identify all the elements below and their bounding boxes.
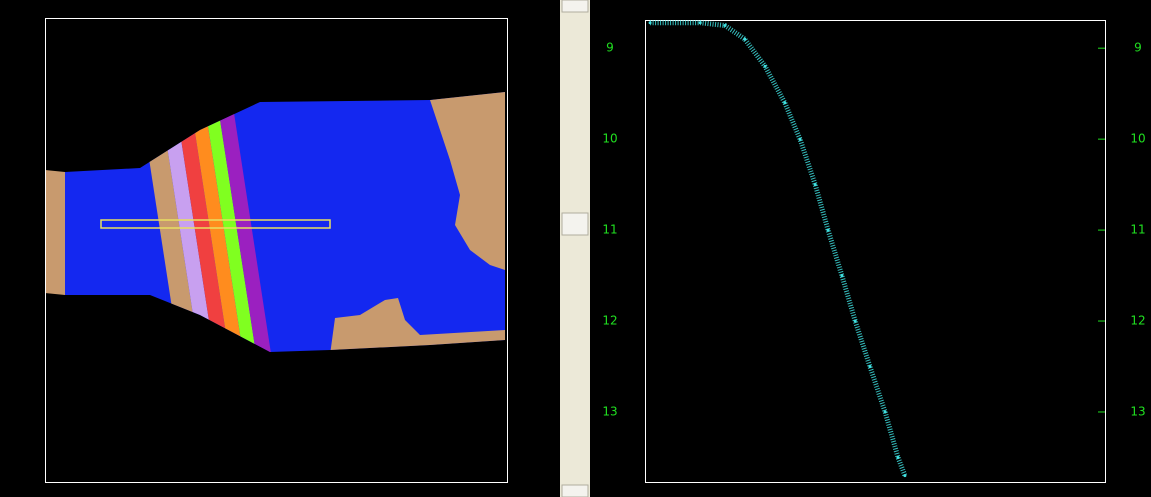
scrollbar — [560, 0, 590, 497]
point — [868, 365, 871, 368]
scroll-up[interactable] — [562, 0, 588, 12]
y-tick-label: 12 — [602, 314, 617, 328]
point — [814, 183, 817, 186]
scroll-track — [560, 0, 590, 497]
y-tick-label-right: 9 — [1134, 41, 1142, 55]
point — [743, 38, 746, 41]
point — [884, 410, 887, 413]
point — [783, 101, 786, 104]
scroll-thumb[interactable] — [562, 213, 588, 235]
app-window: 9 9 10 10 11 11 12 12 13 13 — [0, 0, 1151, 497]
y-tick-label-right: 10 — [1130, 132, 1145, 146]
y-tick-label: 9 — [606, 41, 614, 55]
point — [840, 274, 843, 277]
y-tick-label-right: 13 — [1130, 404, 1145, 418]
y-tick-label: 10 — [602, 132, 617, 146]
point — [897, 456, 900, 459]
point — [827, 229, 830, 232]
y-tick-label-right: 11 — [1130, 223, 1145, 237]
point — [724, 24, 727, 27]
y-tick-label: 11 — [602, 223, 617, 237]
point — [699, 21, 702, 24]
scroll-down[interactable] — [562, 485, 588, 497]
point — [764, 65, 767, 68]
y-tick-label: 13 — [602, 404, 617, 418]
point — [649, 21, 652, 24]
y-tick-label-right: 12 — [1130, 314, 1145, 328]
tan-region — [45, 170, 65, 295]
point — [854, 320, 857, 323]
point — [799, 138, 802, 141]
point — [903, 474, 906, 477]
